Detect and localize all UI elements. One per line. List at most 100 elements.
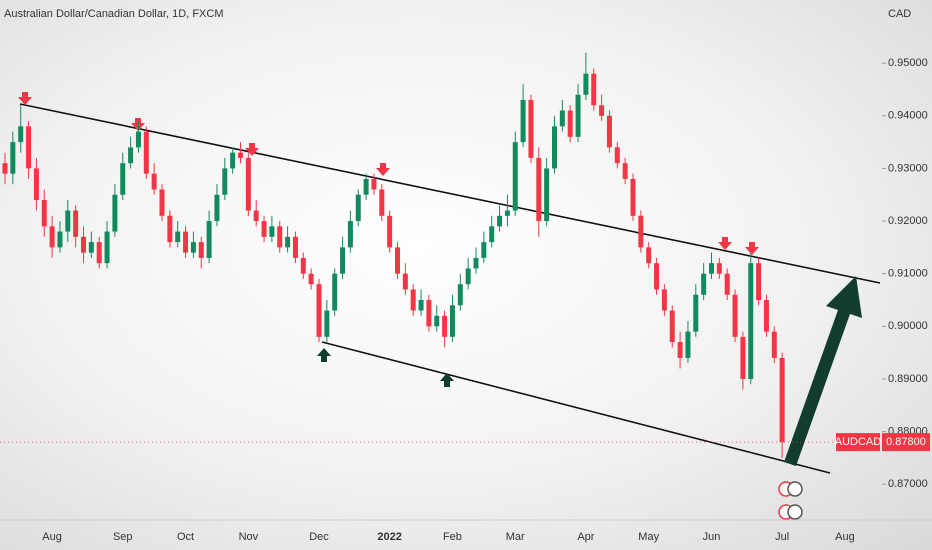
up-arrow xyxy=(317,348,331,362)
candle-body xyxy=(222,168,228,195)
x-tick-label: Aug xyxy=(42,531,62,543)
candle-body xyxy=(536,157,542,222)
y-tick-label: 0.94000 xyxy=(888,110,928,122)
candle-body xyxy=(544,168,550,222)
candle-body xyxy=(18,126,24,143)
currency-label: CAD xyxy=(888,8,911,20)
candle-body xyxy=(606,115,612,148)
symbol-tag xyxy=(836,433,880,452)
candle-body xyxy=(151,173,157,190)
candle-body xyxy=(442,315,448,337)
candle-body xyxy=(300,257,306,274)
upper-trendline xyxy=(19,103,881,284)
candle-body xyxy=(206,221,212,258)
candle-body xyxy=(575,94,581,137)
candle-body xyxy=(693,294,699,332)
candle-body xyxy=(614,147,620,164)
candle-body xyxy=(716,263,722,274)
candle-body xyxy=(269,226,275,237)
candle-body xyxy=(599,105,605,116)
candle-body xyxy=(701,273,707,295)
x-tick-label: 2022 xyxy=(377,531,401,543)
candle-body xyxy=(410,289,416,311)
candle-body xyxy=(489,226,495,243)
y-tick-label: 0.87000 xyxy=(888,478,928,490)
candle-body xyxy=(481,242,487,258)
candle-body xyxy=(363,178,369,195)
candle-body xyxy=(395,247,400,274)
candle-body xyxy=(81,236,86,253)
candle-body xyxy=(347,221,353,248)
price-label: 0.87800 xyxy=(886,436,926,448)
chart-title: Australian Dollar/Canadian Dollar, 1D, F… xyxy=(4,8,223,20)
candle-body xyxy=(2,163,8,174)
x-tick-label: Nov xyxy=(239,531,259,543)
candle-body xyxy=(402,273,408,290)
candle-body xyxy=(10,142,16,174)
candle-body xyxy=(387,215,393,248)
support-arrows xyxy=(317,348,454,387)
x-tick-label: Dec xyxy=(309,531,329,543)
candle-body xyxy=(96,242,102,264)
candle-body xyxy=(324,310,330,337)
candle-body xyxy=(654,263,660,290)
candle-body xyxy=(183,231,189,253)
candle-body xyxy=(630,178,636,216)
candle-body xyxy=(73,210,79,237)
candle-body xyxy=(709,263,714,274)
candle-body xyxy=(457,284,463,306)
candle-body xyxy=(175,231,181,243)
y-tick-label: 0.95000 xyxy=(888,57,928,69)
candle-body xyxy=(49,226,55,248)
candle-body xyxy=(230,152,236,169)
x-tick-label: Mar xyxy=(506,531,525,543)
y-tick-label: 0.89000 xyxy=(888,373,928,385)
x-tick-label: Jul xyxy=(775,531,789,543)
candle-body xyxy=(426,300,432,327)
candle-body xyxy=(128,147,134,164)
x-tick-label: Oct xyxy=(177,531,194,543)
candle-body xyxy=(434,315,440,327)
candle-body xyxy=(552,126,557,169)
down-arrow xyxy=(376,163,390,176)
candle-body xyxy=(724,273,730,295)
x-tick-label: Aug xyxy=(835,531,855,543)
candle-body xyxy=(112,194,118,232)
candle-body xyxy=(26,126,32,169)
candle-body xyxy=(646,247,652,264)
candle-body xyxy=(763,300,769,332)
candle-body xyxy=(379,189,385,216)
candle-body xyxy=(355,194,361,222)
candle-body xyxy=(41,200,47,227)
candle-body xyxy=(159,189,165,216)
y-tick-label: 0.92000 xyxy=(888,215,928,227)
symbol-label: AUDCAD xyxy=(835,436,882,448)
candle-body xyxy=(143,131,149,174)
candle-body xyxy=(465,268,471,285)
candle-body xyxy=(292,236,298,258)
candle-body xyxy=(340,247,346,274)
candle-body xyxy=(88,242,94,253)
candle-body xyxy=(669,310,675,343)
candle-body xyxy=(308,273,314,285)
candle-body xyxy=(261,221,267,237)
candle-body xyxy=(238,152,243,158)
candle-body xyxy=(285,236,291,248)
candle-body xyxy=(418,300,424,311)
candle-body xyxy=(135,131,141,148)
candle-body xyxy=(277,226,283,248)
candle-body xyxy=(622,163,628,179)
candle-body xyxy=(33,168,39,200)
down-arrow xyxy=(718,237,732,250)
up-arrow xyxy=(440,373,454,387)
y-tick-label: 0.93000 xyxy=(888,162,928,174)
candle-body xyxy=(583,73,589,95)
candle-body xyxy=(198,242,204,258)
x-tick-label: Apr xyxy=(577,531,594,543)
x-tick-label: Jun xyxy=(703,531,721,543)
event-icon xyxy=(787,481,803,497)
candle-body xyxy=(779,357,785,443)
candle-body xyxy=(748,263,754,379)
event-icons xyxy=(778,481,803,520)
candle-body xyxy=(316,284,322,337)
